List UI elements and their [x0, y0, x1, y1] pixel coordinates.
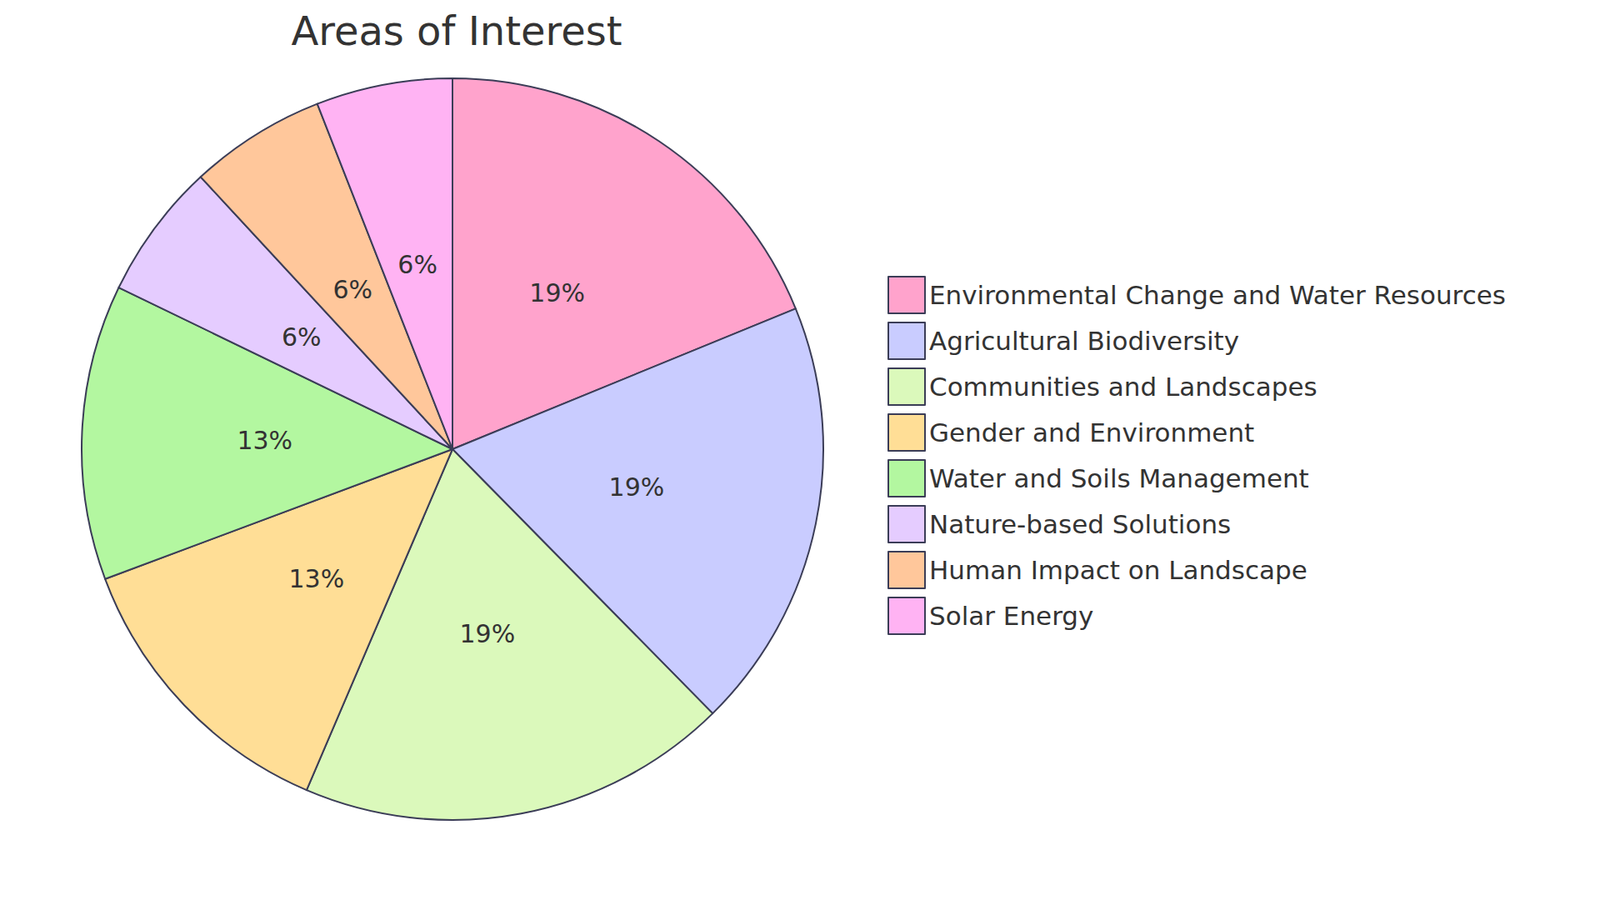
svg-text:13%: 13%	[289, 564, 345, 594]
svg-text:Gender and Environment: Gender and Environment	[929, 417, 1255, 448]
svg-text:Communities and Landscapes: Communities and Landscapes	[929, 371, 1318, 402]
svg-text:6%: 6%	[332, 275, 373, 305]
svg-text:19%: 19%	[529, 278, 585, 308]
svg-text:Nature-based Solutions: Nature-based Solutions	[929, 509, 1231, 540]
svg-text:Solar Energy: Solar Energy	[929, 600, 1094, 631]
svg-text:Environmental Change and Water: Environmental Change and Water Resources	[929, 280, 1506, 310]
svg-text:Human Impact on Landscape: Human Impact on Landscape	[929, 555, 1308, 585]
svg-text:Water and Soils Management: Water and Soils Management	[929, 463, 1310, 494]
svg-text:Areas of Interest: Areas of Interest	[290, 7, 622, 55]
svg-text:13%: 13%	[236, 425, 293, 455]
svg-text:6%: 6%	[397, 250, 438, 280]
svg-text:6%: 6%	[281, 322, 322, 352]
svg-text:Agricultural Biodiversity: Agricultural Biodiversity	[929, 325, 1240, 356]
svg-text:19%: 19%	[459, 619, 515, 649]
svg-text:19%: 19%	[609, 472, 665, 502]
